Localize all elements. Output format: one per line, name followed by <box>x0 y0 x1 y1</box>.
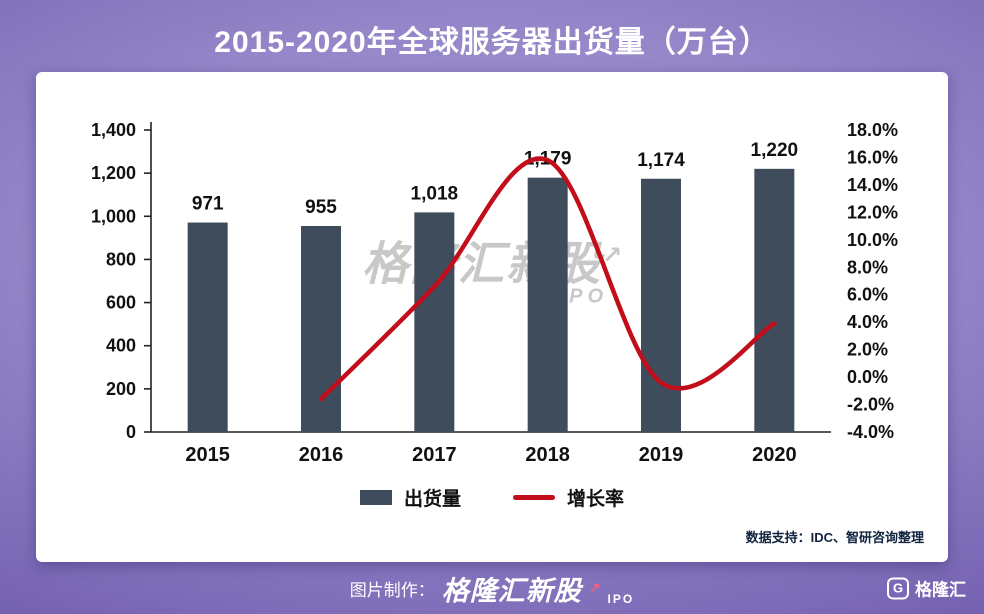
left-axis-label: 200 <box>106 379 136 399</box>
left-axis-label: 1,000 <box>91 206 136 226</box>
bar-2017 <box>414 212 455 432</box>
x-axis-label: 2017 <box>412 444 457 466</box>
legend-bar-swatch <box>359 490 392 505</box>
chart-legend: 出货量 增长率 <box>36 484 948 511</box>
left-axis-label: 600 <box>106 293 136 313</box>
left-axis-label: 1,400 <box>91 120 136 140</box>
right-axis-label: 18.0% <box>847 120 898 140</box>
legend-item-shipments: 出货量 <box>359 484 461 511</box>
watermark-arrow-icon: ↗ <box>601 242 623 270</box>
right-axis-label: 4.0% <box>847 312 888 332</box>
gelonghui-logo: G 格隆汇 <box>887 576 966 601</box>
right-axis-label: 10.0% <box>847 230 898 250</box>
legend-label-growth: 增长率 <box>567 489 625 510</box>
right-axis-label: 6.0% <box>847 285 888 305</box>
x-axis-label: 2020 <box>752 444 797 466</box>
right-axis-label: -2.0% <box>847 395 894 415</box>
left-axis-label: 400 <box>106 336 136 356</box>
x-axis-label: 2015 <box>185 444 230 466</box>
legend-item-growth: 增长率 <box>513 484 624 511</box>
bar-2015 <box>187 222 228 432</box>
footer-arrow-icon: ↗ <box>588 579 601 596</box>
growth-rate-line <box>318 156 777 402</box>
bar-value-label: 1,220 <box>751 140 799 161</box>
chart-card: 格隆汇新股↗ IPO 0 200 400 600 800 1,000 1,200 1,400-… <box>36 72 948 562</box>
bar-2019 <box>641 178 681 432</box>
legend-label-shipments: 出货量 <box>403 489 461 510</box>
bar-value-label: 971 <box>192 194 224 215</box>
right-axis-label: 8.0% <box>847 257 888 277</box>
bar-value-label: 1,018 <box>411 183 459 204</box>
right-axis-label: 2.0% <box>847 340 888 360</box>
bar-2020 <box>754 168 795 432</box>
bar-value-label: 955 <box>305 197 337 218</box>
gelonghui-logo-text: 格隆汇 <box>915 580 966 600</box>
x-axis-label: 2016 <box>299 444 344 466</box>
gelonghui-logo-icon: G <box>887 577 909 599</box>
left-axis-label: 800 <box>106 249 136 269</box>
watermark-sub: IPO <box>558 285 609 308</box>
left-axis-label: 0 <box>126 422 136 442</box>
right-axis-label: 16.0% <box>847 147 898 167</box>
footer-brand: 格隆汇新股 <box>441 575 582 606</box>
legend-line-swatch <box>513 495 555 500</box>
source-note: 数据支持：IDC、智研咨询整理 <box>745 530 924 545</box>
bar-2018 <box>527 177 568 432</box>
left-axis-label: 1,200 <box>91 163 136 183</box>
footer-credit-label: 图片制作： <box>349 580 435 600</box>
footer-brand-sub: IPO <box>607 592 635 606</box>
x-axis-label: 2019 <box>639 444 684 466</box>
bar-value-label: 1,174 <box>637 150 685 171</box>
right-axis-label: -4.0% <box>847 422 894 442</box>
page-title: 2015-2020年全球服务器出货量（万台） <box>214 26 770 59</box>
footer: 图片制作： 格隆汇新股 ↗ IPO G 格隆汇 <box>0 562 984 614</box>
combo-chart: 0 200 400 600 800 1,000 1,200 1,400 -4.0% -2.0% 0.… <box>91 120 898 466</box>
right-axis-label: 12.0% <box>847 202 898 222</box>
right-axis-label: 14.0% <box>847 175 898 195</box>
x-axis-label: 2018 <box>525 444 570 466</box>
right-axis-label: 0.0% <box>847 367 888 387</box>
